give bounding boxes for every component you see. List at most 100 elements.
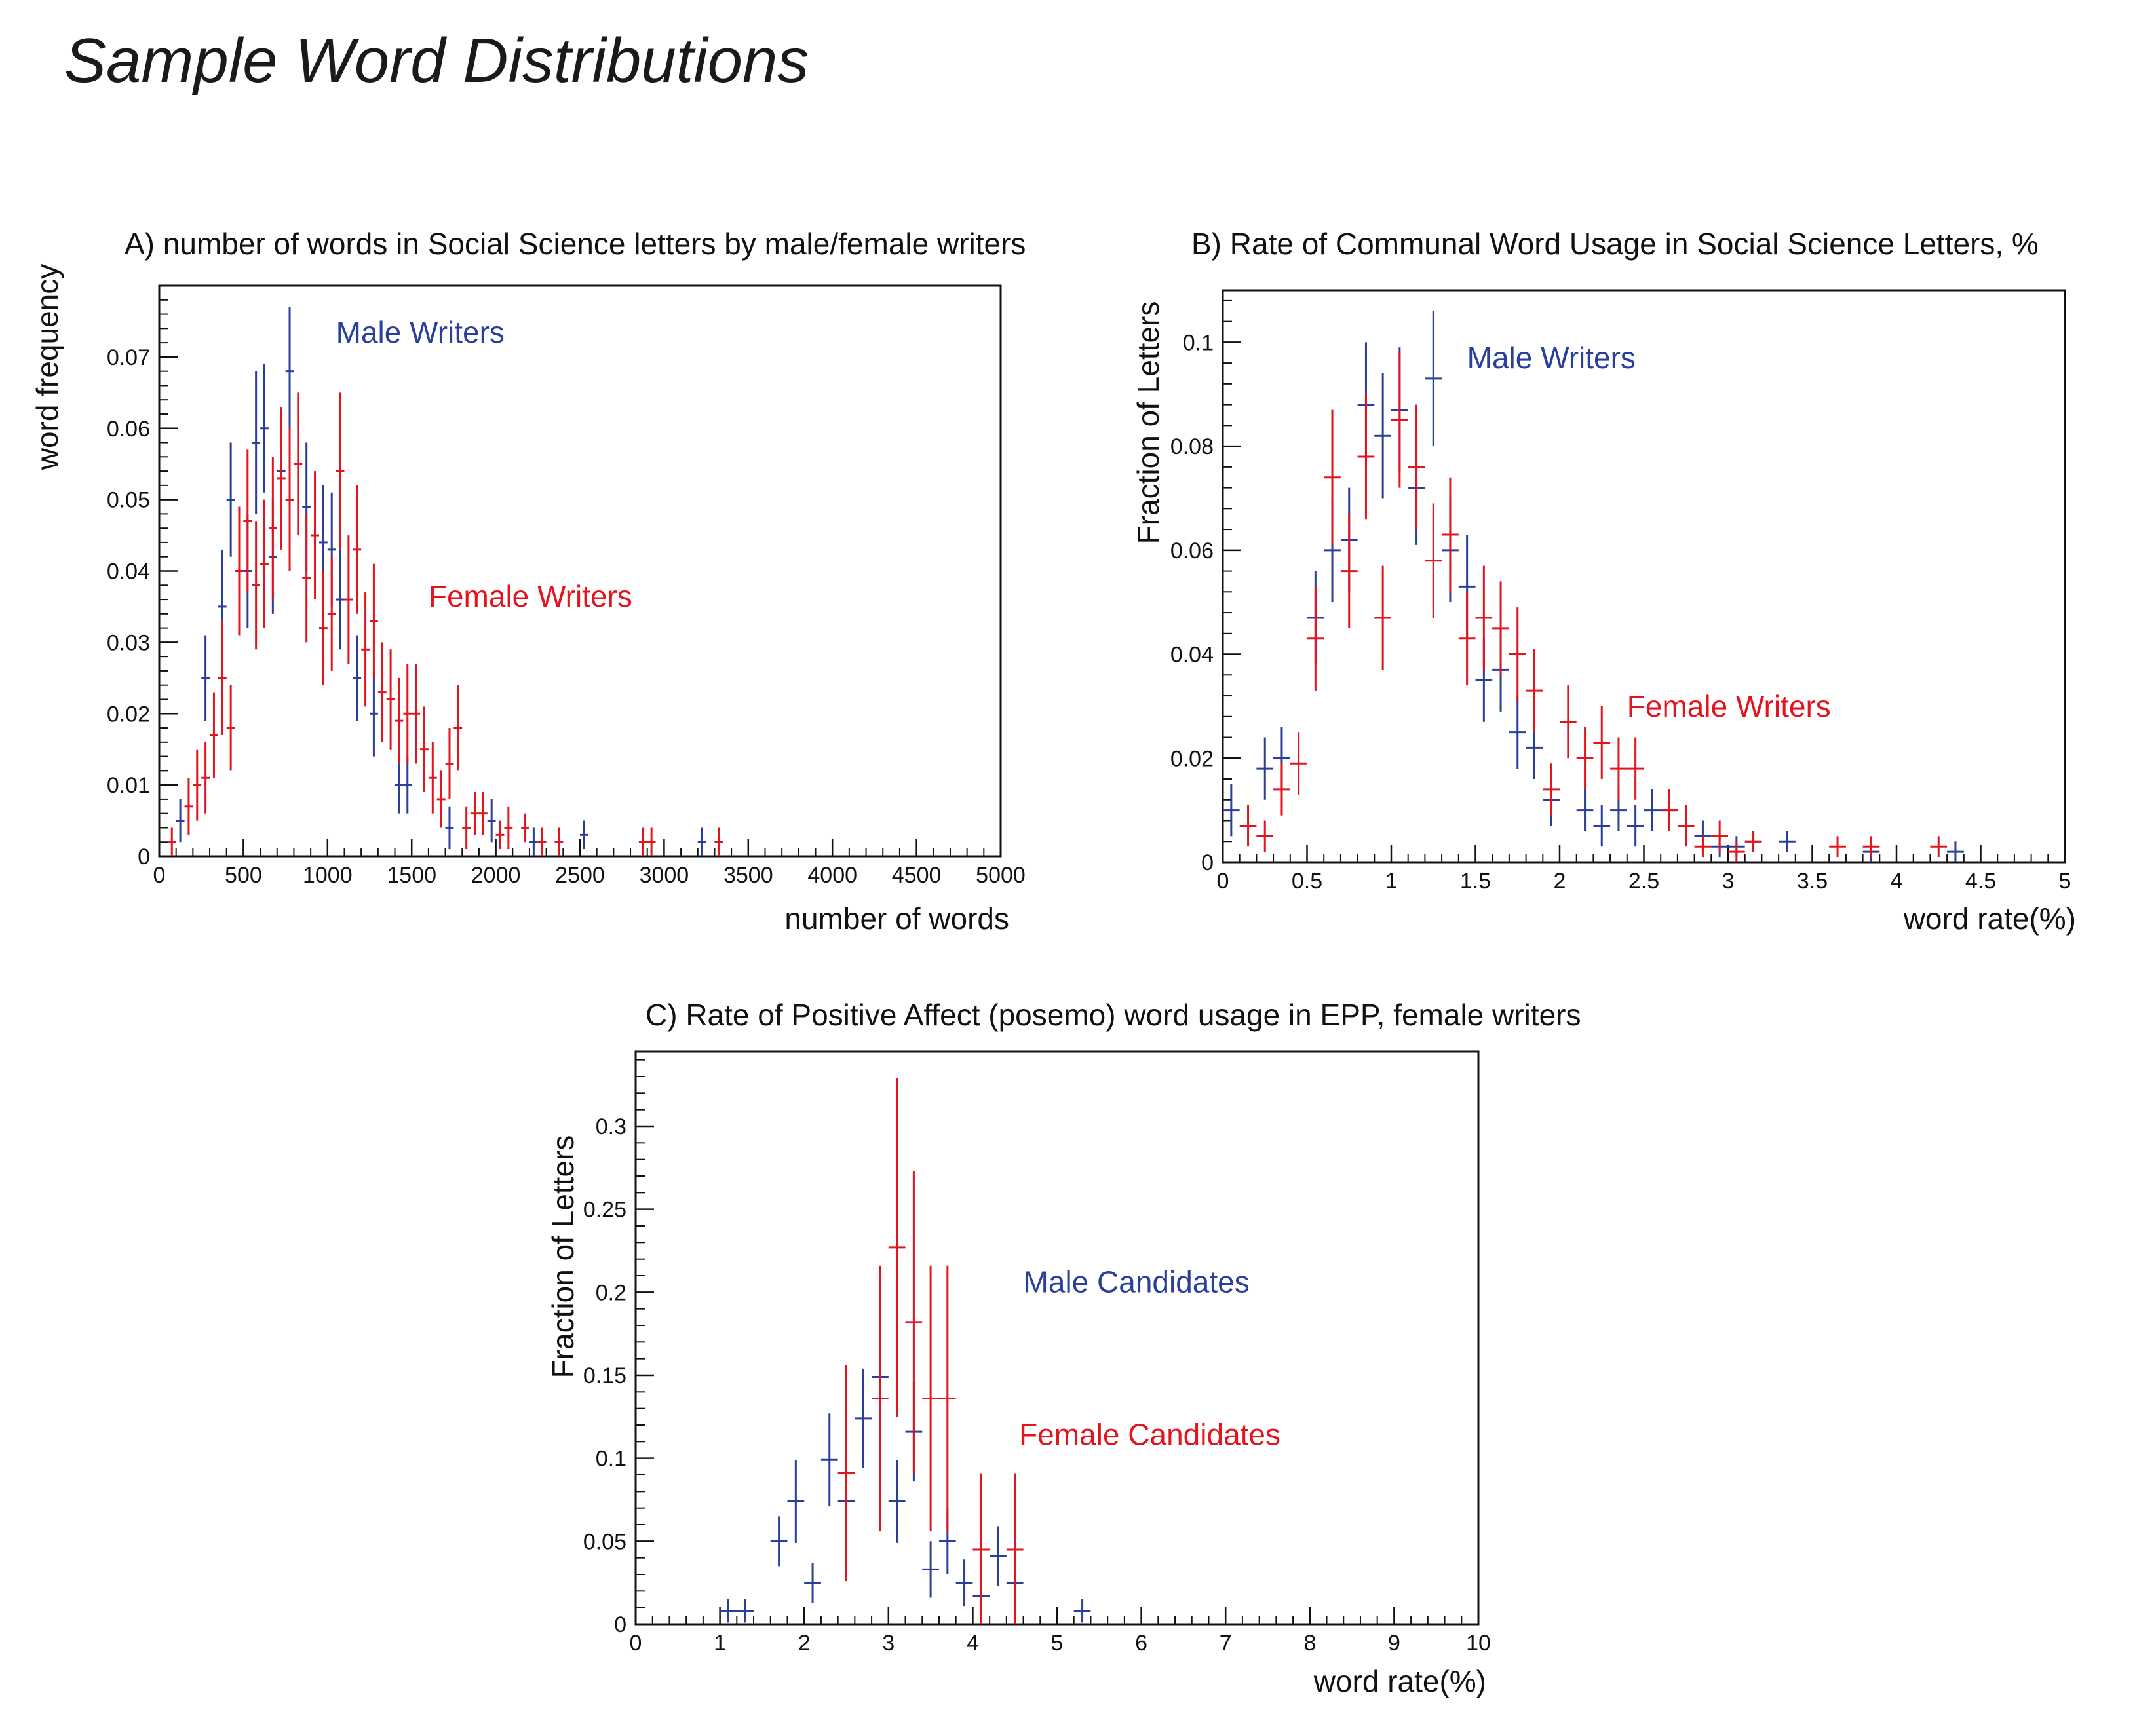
x-tick-label: 5 <box>1051 1631 1064 1656</box>
data-point <box>1560 685 1577 759</box>
data-point <box>888 1078 906 1417</box>
y-tick-label: 0.3 <box>596 1114 626 1139</box>
x-tick-label: 0 <box>1217 869 1229 894</box>
series-female <box>1239 352 1948 862</box>
data-point <box>1610 737 1627 800</box>
data-point <box>478 792 488 835</box>
data-point <box>1627 805 1644 847</box>
data-point <box>1391 352 1408 488</box>
data-point <box>243 449 252 593</box>
y-tick-label: 0.02 <box>107 702 150 727</box>
annotation-male: Male Candidates <box>1024 1265 1250 1299</box>
data-point <box>318 571 328 685</box>
data-point <box>1273 763 1290 816</box>
data-point <box>336 392 345 550</box>
data-point <box>1576 789 1594 831</box>
x-tick-label: 1 <box>1385 869 1398 894</box>
data-point <box>1374 373 1391 499</box>
data-point <box>820 1413 838 1507</box>
y-axis-label: Fraction of Letters <box>1131 301 1165 544</box>
data-point <box>837 1365 855 1582</box>
y-tick-label: 0.02 <box>1170 746 1214 771</box>
x-tick-label: 1000 <box>303 863 353 888</box>
data-point <box>770 1516 788 1567</box>
x-tick-label: 4500 <box>892 863 942 888</box>
data-point <box>487 799 496 843</box>
data-point <box>445 806 454 850</box>
data-point <box>1644 789 1661 831</box>
data-point <box>787 1460 805 1543</box>
x-axis-label: word rate(%) <box>1313 1664 1486 1698</box>
data-point <box>252 371 261 514</box>
annotation-male: Male Writers <box>1467 341 1636 375</box>
data-point <box>905 1171 923 1474</box>
data-point <box>1930 836 1948 858</box>
y-tick-label: 0 <box>138 845 150 869</box>
x-tick-label: 4 <box>1891 869 1903 894</box>
data-point <box>235 506 244 636</box>
data-point <box>855 1368 872 1468</box>
data-point <box>1256 737 1274 800</box>
data-point <box>193 749 202 821</box>
data-point <box>922 1541 939 1598</box>
data-point <box>1324 409 1341 545</box>
data-point <box>336 549 345 650</box>
data-point <box>1442 477 1459 592</box>
y-tick-label: 0 <box>1201 850 1214 875</box>
data-point <box>395 756 404 814</box>
data-point <box>285 428 294 571</box>
data-point <box>1744 831 1762 852</box>
data-point <box>537 827 547 856</box>
y-tick-label: 0.03 <box>107 630 150 655</box>
data-point <box>260 499 269 628</box>
data-point <box>872 1265 889 1532</box>
y-axis-label: Fraction of Letters <box>546 1135 580 1379</box>
x-tick-label: 2000 <box>471 863 521 888</box>
x-axis-label: word rate(%) <box>1903 902 2076 936</box>
y-tick-label: 0.08 <box>1170 434 1214 459</box>
data-point <box>184 778 193 835</box>
x-tick-label: 3500 <box>723 863 773 888</box>
data-point <box>428 742 437 814</box>
data-point <box>201 635 210 721</box>
x-tick-label: 1.5 <box>1460 869 1491 894</box>
data-point <box>1694 836 1712 858</box>
data-point <box>922 1265 939 1532</box>
data-point <box>972 1473 990 1624</box>
data-point <box>1627 737 1644 800</box>
y-tick-label: 0.1 <box>596 1447 626 1472</box>
x-tick-label: 3 <box>882 1631 895 1656</box>
x-tick-label: 5 <box>2059 869 2071 894</box>
data-point <box>386 649 395 750</box>
chart-a: A) number of words in Social Science let… <box>30 227 1026 936</box>
x-tick-label: 2.5 <box>1628 869 1659 894</box>
data-point <box>210 692 218 778</box>
data-point <box>647 827 656 856</box>
data-point <box>1374 565 1391 670</box>
y-tick-label: 0.04 <box>1170 643 1214 668</box>
data-point <box>1526 649 1543 732</box>
data-point <box>1425 503 1442 618</box>
data-point <box>1711 820 1728 852</box>
data-point <box>990 1526 1007 1586</box>
x-tick-label: 500 <box>225 863 262 888</box>
y-axis-label: word frequency <box>30 264 64 471</box>
chart-c: C) Rate of Positive Affect (posemo) word… <box>546 998 1581 1698</box>
x-tick-label: 4.5 <box>1965 869 1996 894</box>
data-point <box>804 1563 821 1603</box>
x-tick-label: 3.5 <box>1797 869 1828 894</box>
x-tick-label: 0.5 <box>1292 869 1322 894</box>
data-point <box>1408 404 1425 530</box>
data-point <box>495 820 505 850</box>
data-point <box>1073 1599 1091 1623</box>
data-point <box>1006 1473 1024 1624</box>
data-point <box>302 514 311 643</box>
data-point <box>403 756 412 814</box>
data-point <box>370 670 378 757</box>
data-point <box>504 806 513 850</box>
data-point <box>462 806 471 850</box>
y-tick-label: 0.01 <box>107 773 150 798</box>
data-point <box>888 1460 906 1543</box>
y-tick-label: 0.06 <box>1170 539 1214 563</box>
data-point <box>1458 592 1476 686</box>
